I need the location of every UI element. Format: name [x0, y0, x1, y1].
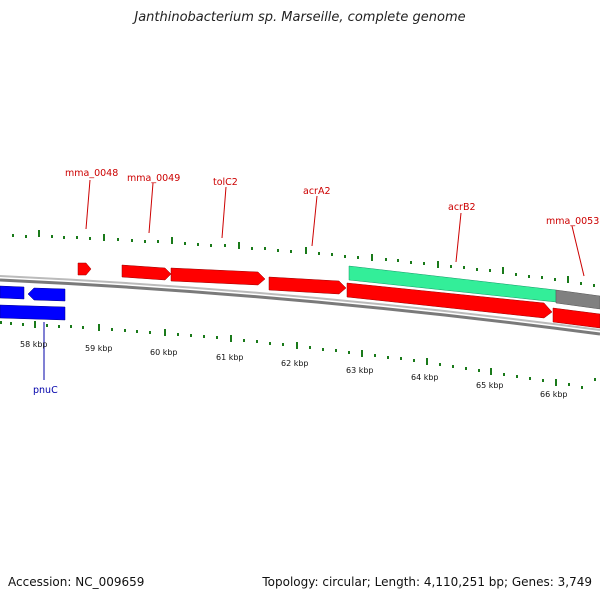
- label-mma_0048[interactable]: mma_0048: [65, 168, 118, 179]
- map-title: Janthinobacterium sp. Marseille, complet…: [134, 10, 466, 25]
- gene-mma_0049[interactable]: [121, 264, 172, 281]
- label-acrB2[interactable]: acrB2: [448, 202, 476, 213]
- label-mma_0049[interactable]: mma_0049: [127, 173, 180, 184]
- gene-blue-2[interactable]: [27, 287, 66, 302]
- tick-label: 59 kbp: [85, 344, 113, 353]
- tick-label: 58 kbp: [20, 340, 48, 349]
- label-tolC2[interactable]: tolC2: [213, 177, 238, 188]
- topology-text: Topology: circular; Length: 4,110,251 bp…: [262, 575, 592, 589]
- accession-text: Accession: NC_009659: [8, 575, 145, 589]
- tick-label: 63 kbp: [346, 366, 374, 375]
- outer-tick-ring: [12, 230, 595, 287]
- backbone-outer: [0, 275, 600, 331]
- forward-genes: [77, 262, 600, 329]
- reverse-genes: [0, 285, 66, 321]
- label-acrA2[interactable]: acrA2: [303, 186, 331, 197]
- tick-label: 62 kbp: [281, 359, 309, 368]
- gene-mma_0052[interactable]: [346, 282, 553, 319]
- gene-tolC2[interactable]: [170, 267, 266, 286]
- inner-tick-ring: [0, 321, 596, 389]
- tick-label: 61 kbp: [216, 353, 244, 362]
- tick-label: 66 kbp: [540, 390, 568, 399]
- gene-mma_0053[interactable]: [552, 307, 600, 329]
- highlight-genes: [348, 265, 600, 310]
- tick-label: 65 kbp: [476, 381, 504, 390]
- label-pnuC[interactable]: pnuC: [33, 385, 58, 396]
- gene-pnuC[interactable]: [0, 304, 66, 321]
- gene-mma_0048[interactable]: [77, 262, 92, 276]
- gene-acrA2[interactable]: [268, 276, 347, 295]
- backbone: [0, 278, 600, 336]
- label-leaders: [43, 179, 585, 380]
- tick-label: 60 kbp: [150, 348, 178, 357]
- gene-labels: mma_0048 mma_0049 tolC2 acrA2 acrB2 mma_…: [33, 168, 599, 396]
- label-mma_0053[interactable]: mma_0053: [546, 216, 599, 227]
- gene-blue-1[interactable]: [0, 285, 25, 300]
- tick-label: 64 kbp: [411, 373, 439, 382]
- kbp-labels: 58 kbp 59 kbp 60 kbp 61 kbp 62 kbp 63 kb…: [20, 340, 568, 399]
- gene-grey[interactable]: [555, 289, 600, 310]
